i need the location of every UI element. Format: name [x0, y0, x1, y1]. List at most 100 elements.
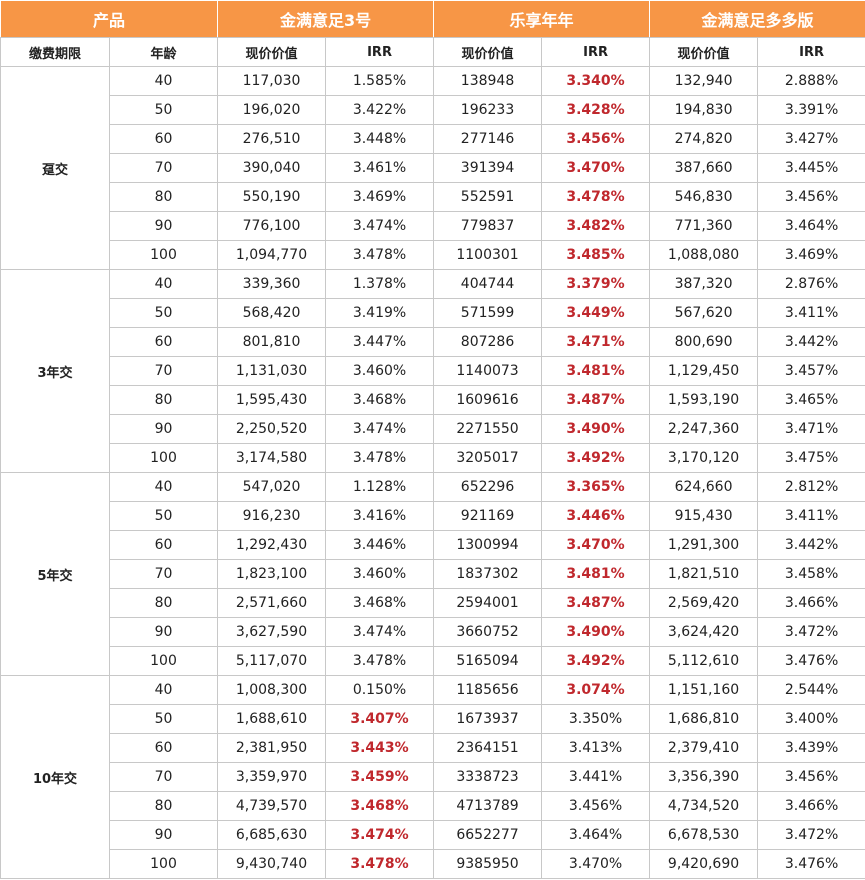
table-row: 60 2,381,950 3.443% 2364151 3.413% 2,379,410 3…	[1, 733, 865, 763]
irr-cell: 3.472%	[757, 820, 865, 850]
age-cell: 100	[108, 849, 219, 879]
cash-value-cell: 1,094,770	[217, 240, 327, 270]
cash-value-cell: 571599	[433, 298, 543, 328]
irr-cell: 3.478%	[325, 849, 435, 879]
irr-cell: 3.469%	[757, 240, 865, 270]
table-row: 3年交 40 339,360 1.378% 404744 3.379% 387,320 2.8…	[0, 269, 865, 473]
cash-value-cell: 1609616	[433, 385, 543, 415]
cash-value-cell: 3,174,580	[217, 443, 327, 473]
cash-value-cell: 5,117,070	[217, 646, 327, 676]
age-cell: 40	[108, 269, 219, 299]
irr-cell: 3.465%	[757, 385, 865, 415]
irr-cell: 3.458%	[757, 559, 865, 589]
irr-cell: 3.400%	[757, 704, 865, 734]
cash-value-cell: 387,320	[649, 269, 759, 299]
irr-cell: 3.427%	[757, 124, 865, 154]
age-cell: 80	[108, 182, 219, 212]
age-cell: 60	[108, 530, 219, 560]
irr-cell: 3.365%	[541, 472, 651, 502]
table-row: 70 1,131,030 3.460% 1140073 3.481% 1,129,450 3…	[1, 356, 865, 386]
irr-cell: 3.350%	[541, 704, 651, 734]
irr-cell: 3.460%	[325, 356, 435, 386]
cash-value-cell: 277146	[433, 124, 543, 154]
cash-value-cell: 1,688,610	[217, 704, 327, 734]
irr-cell: 3.445%	[757, 153, 865, 183]
cash-value-cell: 1,593,190	[649, 385, 759, 415]
age-cell: 50	[108, 501, 219, 531]
table-row: 50 196,020 3.422% 196233 3.428% 194,830 3.391%	[1, 95, 865, 125]
table-row: 60 1,292,430 3.446% 1300994 3.470% 1,291,300 3…	[1, 530, 865, 560]
age-cell: 70	[108, 153, 219, 183]
cash-value-cell: 4,734,520	[649, 791, 759, 821]
table-row: 60 276,510 3.448% 277146 3.456% 274,820 3.427%	[1, 124, 865, 154]
cash-value-cell: 6652277	[433, 820, 543, 850]
irr-cell: 3.474%	[325, 617, 435, 647]
cash-value-header: 现价价值	[433, 37, 543, 67]
cash-value-cell: 1140073	[433, 356, 543, 386]
cash-value-cell: 117,030	[217, 66, 327, 96]
cash-value-cell: 6,678,530	[649, 820, 759, 850]
cash-value-cell: 546,830	[649, 182, 759, 212]
age-cell: 90	[108, 414, 219, 444]
irr-cell: 3.470%	[541, 153, 651, 183]
irr-cell: 3.441%	[541, 762, 651, 792]
cash-value-cell: 2,381,950	[217, 733, 327, 763]
cash-value-cell: 624,660	[649, 472, 759, 502]
age-cell: 60	[108, 124, 219, 154]
irr-cell: 3.470%	[541, 530, 651, 560]
age-header: 年龄	[108, 37, 219, 67]
cash-value-cell: 138948	[433, 66, 543, 96]
table-row: 100 3,174,580 3.478% 3205017 3.492% 3,170,120…	[1, 443, 865, 473]
irr-cell: 3.482%	[541, 211, 651, 241]
cash-value-cell: 779837	[433, 211, 543, 241]
table-row: 80 4,739,570 3.468% 4713789 3.456% 4,734,520 3…	[1, 791, 865, 821]
cash-value-cell: 916,230	[217, 501, 327, 531]
irr-cell: 3.470%	[541, 849, 651, 879]
irr-header: IRR	[541, 37, 651, 67]
product-header: 产品	[0, 0, 219, 38]
irr-cell: 3.478%	[325, 240, 435, 270]
payment-period-cell: 5年交	[0, 472, 110, 676]
subheader-row: 缴费期限 年龄 现价价值 IRR 现价价值 IRR 现价价值 IRR	[0, 37, 865, 67]
irr-cell: 0.150%	[325, 675, 435, 705]
cash-value-cell: 390,040	[217, 153, 327, 183]
pay-period-header: 缴费期限	[0, 37, 110, 67]
irr-cell: 3.490%	[541, 414, 651, 444]
irr-cell: 2.888%	[757, 66, 865, 96]
irr-cell: 3.411%	[757, 298, 865, 328]
cash-value-cell: 915,430	[649, 501, 759, 531]
irr-cell: 3.464%	[541, 820, 651, 850]
age-cell: 90	[108, 820, 219, 850]
irr-cell: 3.464%	[757, 211, 865, 241]
irr-cell: 1.378%	[325, 269, 435, 299]
cash-value-cell: 1,821,510	[649, 559, 759, 589]
table-row: 90 2,250,520 3.474% 2271550 3.490% 2,247,360 3…	[1, 414, 865, 444]
irr-cell: 3.411%	[757, 501, 865, 531]
table-row: 90 3,627,590 3.474% 3660752 3.490% 3,624,420 3…	[1, 617, 865, 647]
table-row: 80 1,595,430 3.468% 1609616 3.487% 1,593,190 3…	[1, 385, 865, 415]
cash-value-cell: 5,112,610	[649, 646, 759, 676]
table-row: 80 2,571,660 3.468% 2594001 3.487% 2,569,420 3…	[1, 588, 865, 618]
cash-value-cell: 196233	[433, 95, 543, 125]
cash-value-cell: 1,595,430	[217, 385, 327, 415]
table-row: 90 776,100 3.474% 779837 3.482% 771,360 3.464%	[1, 211, 865, 241]
cash-value-cell: 3,170,120	[649, 443, 759, 473]
irr-cell: 2.876%	[757, 269, 865, 299]
age-cell: 80	[108, 791, 219, 821]
table-row: 70 390,040 3.461% 391394 3.470% 387,660 3.445%	[1, 153, 865, 183]
irr-cell: 3.468%	[325, 385, 435, 415]
cash-value-cell: 1,131,030	[217, 356, 327, 386]
cash-value-cell: 771,360	[649, 211, 759, 241]
irr-cell: 3.475%	[757, 443, 865, 473]
cash-value-cell: 3,356,390	[649, 762, 759, 792]
age-cell: 50	[108, 298, 219, 328]
irr-cell: 3.456%	[541, 124, 651, 154]
irr-cell: 3.468%	[325, 791, 435, 821]
age-cell: 80	[108, 385, 219, 415]
cash-value-cell: 2271550	[433, 414, 543, 444]
irr-cell: 3.492%	[541, 443, 651, 473]
age-cell: 100	[108, 443, 219, 473]
cash-value-cell: 2,379,410	[649, 733, 759, 763]
irr-cell: 3.340%	[541, 66, 651, 96]
irr-cell: 3.416%	[325, 501, 435, 531]
